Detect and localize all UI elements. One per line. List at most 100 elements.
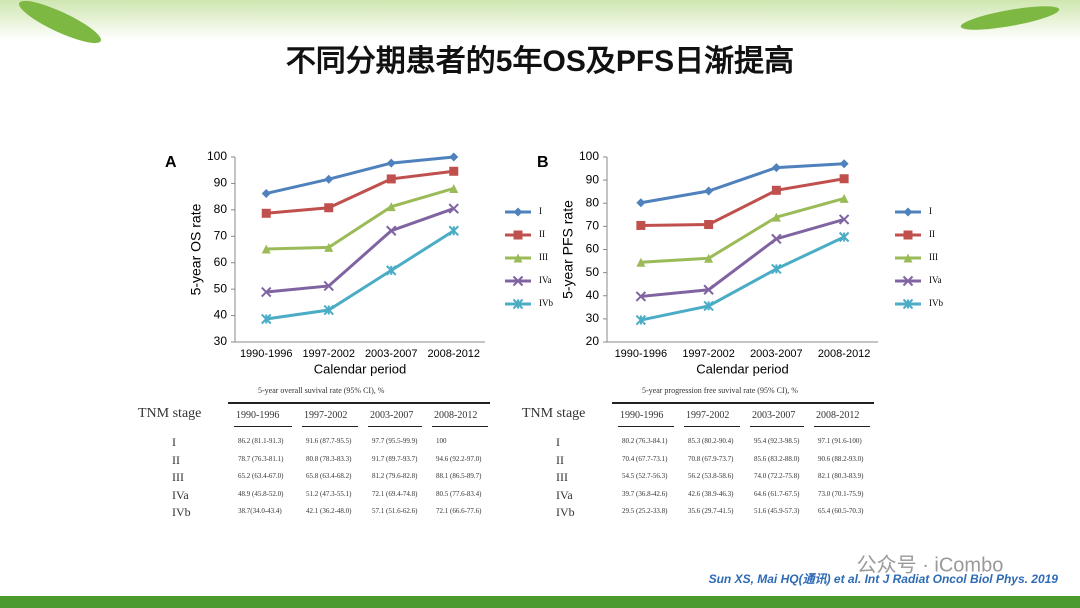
marker [261, 188, 271, 198]
marker [449, 152, 459, 162]
header-rule [618, 426, 674, 427]
marker [839, 174, 849, 184]
x-tick-label: 1990-1996 [615, 348, 668, 360]
table-cell: 38.7(34.0-43.4) [238, 507, 282, 515]
marker [903, 207, 913, 217]
marker [704, 253, 714, 263]
y-tick-label: 60 [586, 242, 600, 256]
y-tick-label: 40 [586, 288, 600, 302]
table-header: 2003-2007 [370, 410, 414, 421]
table-cell: 48.9 (45.8-52.0) [238, 489, 284, 498]
marker [324, 242, 334, 252]
marker [449, 183, 459, 193]
marker [636, 257, 646, 267]
table-cell: 42.1 (36.2-48.0) [306, 507, 352, 515]
table-cell: 78.7 (76.3-81.1) [238, 454, 284, 463]
y-axis-label: 5-year PFS rate [560, 200, 576, 299]
table-cell: 80.5 (77.6-83.4) [436, 489, 482, 498]
stage-label: I [556, 435, 560, 449]
marker [448, 225, 459, 236]
x-tick-label: 1990-1996 [240, 348, 293, 360]
marker [771, 185, 781, 195]
table-header: 1990-1996 [236, 410, 280, 421]
marker [839, 159, 849, 169]
y-tick-label: 50 [586, 265, 600, 279]
series-line [640, 217, 845, 298]
series-line [266, 169, 454, 215]
table-rule [228, 402, 490, 404]
marker [703, 284, 714, 295]
marker [386, 174, 396, 184]
legend-label: II [929, 229, 935, 239]
marker [703, 300, 714, 312]
table-cell: 85.6 (83.2-88.0) [754, 454, 800, 463]
y-tick-label: 70 [586, 219, 600, 233]
marker [636, 220, 646, 230]
table-cell: 74.0 (72.2-75.8) [754, 472, 800, 480]
table-header: 1997-2002 [686, 410, 730, 421]
table-cell: 88.1 (86.5-89.7) [436, 472, 482, 480]
marker [771, 212, 781, 222]
table-caption: 5-year progression free suvival rate (95… [642, 386, 798, 395]
legend-label: III [929, 252, 938, 262]
marker [771, 233, 782, 245]
table-header: TNM stage [138, 406, 202, 421]
x-axis-label: Calendar period [696, 361, 789, 376]
y-tick-label: 60 [214, 255, 228, 269]
stage-label: IVa [172, 487, 189, 502]
legend-label: IVa [539, 275, 552, 285]
table-cell: 72.1 (66.6-77.6) [436, 507, 482, 515]
stage-label: III [556, 470, 568, 484]
table-cell: 65.8 (63.4-68.2) [306, 472, 352, 480]
y-tick-label: 30 [214, 334, 228, 348]
stage-label: IVb [556, 505, 575, 519]
table-cell: 57.1 (51.6-62.6) [372, 507, 418, 515]
legend-label: IVb [929, 298, 943, 308]
x-axis-label: Calendar period [314, 361, 407, 376]
marker [839, 193, 849, 203]
marker [323, 304, 334, 316]
series-line [266, 229, 455, 321]
marker [838, 231, 850, 243]
y-tick-label: 80 [214, 202, 228, 216]
series-line [266, 207, 455, 294]
y-tick-label: 80 [586, 195, 600, 209]
marker [386, 158, 396, 168]
header-rule [432, 426, 488, 427]
header-rule [684, 426, 740, 427]
x-tick-label: 2008-2012 [427, 348, 480, 360]
header-rule [302, 426, 358, 427]
table-cell: 70.8 (67.9-73.7) [688, 454, 734, 463]
leaf [18, 0, 102, 44]
citation: Sun XS, Mai HQ(通讯) et al. Int J Radiat O… [709, 572, 1059, 586]
table-cell: 42.6 (38.9-46.3) [688, 489, 734, 498]
table-cell: 73.0 (70.1-75.9) [818, 489, 864, 498]
table-cell: 70.4 (67.7-73.1) [622, 454, 668, 463]
table-cell: 80.2 (76.3-84.1) [622, 437, 668, 445]
table-cell: 82.1 (80.3-83.9) [818, 472, 864, 480]
table-header: 2008-2012 [434, 410, 478, 421]
legend-label: I [539, 206, 542, 216]
series-line [640, 235, 845, 322]
stage-label: III [172, 470, 184, 484]
x-tick-label: 2008-2012 [818, 348, 871, 360]
panel-label: B [537, 154, 549, 171]
marker [704, 220, 714, 230]
table-cell: 65.4 (60.5-70.3) [818, 507, 864, 515]
y-tick-label: 90 [214, 176, 228, 190]
marker [704, 186, 714, 196]
table-cell: 97.1 (91.6-100) [818, 437, 862, 445]
header-rule [234, 426, 292, 427]
table-cell: 54.5 (52.7-56.3) [622, 472, 668, 480]
marker [513, 207, 523, 217]
table-cell: 64.6 (61.7-67.5) [754, 489, 800, 498]
legend-label: IVa [929, 275, 942, 285]
legend-label: III [539, 252, 548, 262]
marker [902, 298, 914, 310]
marker [386, 265, 397, 276]
x-tick-label: 1997-2002 [682, 348, 735, 360]
marker [512, 275, 524, 287]
table-cell: 100 [436, 437, 447, 445]
marker [513, 230, 523, 240]
